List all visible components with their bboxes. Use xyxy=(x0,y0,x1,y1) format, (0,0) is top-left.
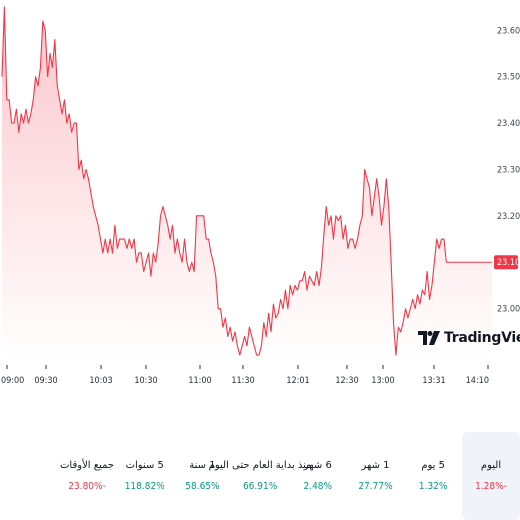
period-change-value: 118.82% xyxy=(124,481,165,492)
period-label: 5 يوم xyxy=(421,460,446,471)
y-tick-label: 23.40 xyxy=(497,119,520,129)
period-label: 1 سنة xyxy=(189,460,216,471)
performance-bar: اليوم 1.28%- 5 يوم 1.32% 1 شهر 27.77% 6 شهر 2.4… xyxy=(0,432,520,520)
period-label: جميع الأوقات xyxy=(60,460,115,471)
price-chart-svg[interactable]: 23.6023.5023.4023.3023.2023.1023.0023.10… xyxy=(0,0,520,390)
x-tick-label: 09:30 xyxy=(34,376,57,386)
last-price-badge xyxy=(494,255,518,270)
x-tick-label: 13:00 xyxy=(371,376,394,386)
x-tick-label: 11:00 xyxy=(188,376,211,386)
performance-period-button[interactable]: 5 سنوات 118.82% xyxy=(116,432,174,520)
period-label: منذ بداية العام حتى اليوم xyxy=(208,460,312,471)
x-tick-label: 13:31 xyxy=(422,376,445,386)
period-label: 1 شهر xyxy=(361,460,390,471)
y-tick-label: 23.30 xyxy=(497,166,520,176)
x-tick-label: 10:30 xyxy=(134,376,157,386)
period-change-value: 58.65% xyxy=(185,481,220,492)
y-tick-label: 23.60 xyxy=(497,26,520,36)
performance-period-button[interactable]: 1 شهر 27.77% xyxy=(347,432,405,520)
performance-period-button[interactable]: منذ بداية العام حتى اليوم 66.91% xyxy=(209,432,312,520)
performance-period-button[interactable]: 1 سنة 58.65% xyxy=(174,432,232,520)
x-tick-label: 12:01 xyxy=(286,376,309,386)
period-change-value: 1.28%- xyxy=(475,481,507,492)
y-tick-label: 23.00 xyxy=(497,305,520,315)
x-tick-label: 11:30 xyxy=(231,376,254,386)
price-chart[interactable]: 23.6023.5023.4023.3023.2023.1023.0023.10… xyxy=(0,0,520,390)
period-change-value: 2.48% xyxy=(303,481,333,492)
x-tick-label: 10:03 xyxy=(89,376,112,386)
price-line xyxy=(1,6,492,356)
period-change-value: 27.77% xyxy=(358,481,393,492)
performance-period-button[interactable]: اليوم 1.28%- xyxy=(462,432,520,520)
period-label: اليوم xyxy=(480,460,502,471)
period-change-value: 23.80%- xyxy=(68,481,106,492)
tradingview-logo: TradingView xyxy=(418,328,520,348)
y-tick-label: 23.20 xyxy=(497,212,520,222)
period-change-value: 66.91% xyxy=(242,481,278,492)
y-tick-label: 23.50 xyxy=(497,73,520,83)
period-change-value: 1.32% xyxy=(418,481,448,492)
x-tick-label: 12:30 xyxy=(335,376,358,386)
price-area-fill xyxy=(2,7,492,362)
x-tick-label: 14:10 xyxy=(466,376,489,386)
tradingview-wordmark: TradingView xyxy=(444,330,520,346)
period-label: 5 سنوات xyxy=(125,460,164,471)
performance-period-button[interactable]: جميع الأوقات 23.80%- xyxy=(58,432,116,520)
tradingview-icon xyxy=(418,331,440,345)
performance-period-button[interactable]: 6 شهر 2.48% xyxy=(289,432,347,520)
performance-period-button[interactable]: 5 يوم 1.32% xyxy=(404,432,462,520)
period-label: 6 شهر xyxy=(303,460,332,471)
last-price-label: 23.10 xyxy=(497,258,520,268)
x-tick-label: 09:00 xyxy=(1,376,24,386)
